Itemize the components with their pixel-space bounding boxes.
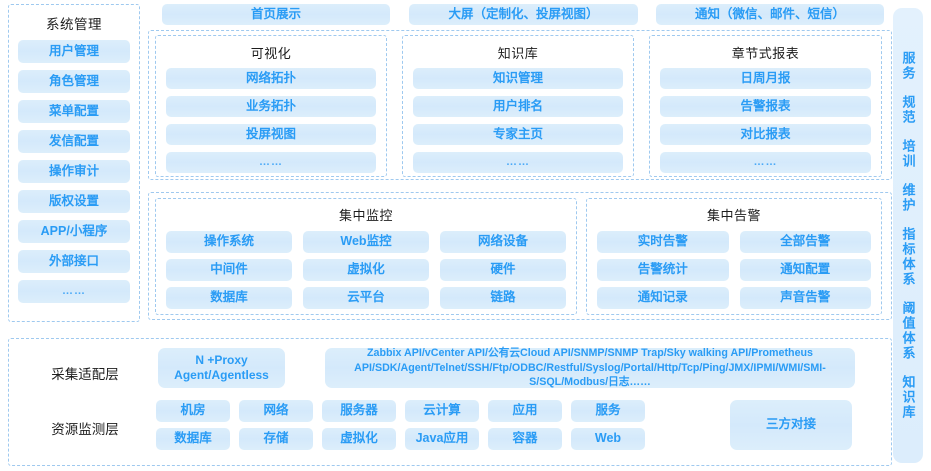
sidebar-item-training[interactable]: 培训: [900, 139, 916, 169]
item-web[interactable]: Web: [571, 428, 645, 450]
item-realtime-alarm[interactable]: 实时告警: [597, 231, 729, 253]
lower-feature-group: 集中监控 操作系统 Web监控 网络设备 中间件 虚拟化 硬件 数据库 云平台 …: [148, 192, 892, 320]
item-service[interactable]: 服务: [571, 400, 645, 422]
visualization-panel: 可视化 网络拓扑 业务拓扑 投屏视图 ……: [155, 35, 387, 177]
item-cloud-platform[interactable]: 云平台: [303, 287, 429, 309]
collection-adaptation-layer-label: 采集适配层: [51, 367, 119, 382]
item-web-monitoring[interactable]: Web监控: [303, 231, 429, 253]
sidebar-item-maintenance[interactable]: 维护: [900, 183, 916, 213]
item-screencast-view[interactable]: 投屏视图: [166, 124, 376, 145]
item-virtualization[interactable]: 虚拟化: [303, 259, 429, 281]
item-business-topology[interactable]: 业务拓扑: [166, 96, 376, 117]
item-container[interactable]: 容器: [488, 428, 562, 450]
item-storage[interactable]: 存储: [239, 428, 313, 450]
item-database[interactable]: 数据库: [166, 287, 292, 309]
resource-row: 机房 网络 服务器 云计算 应用 服务: [156, 400, 716, 422]
centralized-alarm-title: 集中告警: [706, 208, 761, 223]
item-user-ranking[interactable]: 用户排名: [413, 96, 623, 117]
tab-bigscreen[interactable]: 大屏（定制化、投屏视图）: [409, 4, 638, 25]
item-report-more[interactable]: ……: [660, 152, 871, 173]
tab-bigscreen-label: 大屏（定制化、投屏视图）: [409, 4, 638, 25]
item-knowledge-more[interactable]: ……: [413, 152, 623, 173]
visualization-title: 可视化: [250, 46, 292, 61]
system-management-panel: 系统管理 用户管理 角色管理 菜单配置 发信配置 操作审计 版权设置 APP/小…: [8, 4, 140, 322]
sidebar-item-user-management[interactable]: 用户管理: [18, 40, 130, 63]
monitoring-row: 中间件 虚拟化 硬件: [166, 259, 566, 281]
monitoring-row: 数据库 云平台 链路: [166, 287, 566, 309]
item-network[interactable]: 网络: [239, 400, 313, 422]
knowledge-base-panel: 知识库 知识管理 用户排名 专家主页 ……: [402, 35, 634, 177]
resource-row: 数据库 存储 虚拟化 Java应用 容器 Web: [156, 428, 716, 450]
knowledge-base-title: 知识库: [497, 46, 539, 61]
alarm-row: 实时告警 全部告警: [597, 231, 871, 253]
sidebar-item-copyright-setting[interactable]: 版权设置: [18, 190, 130, 213]
resource-monitoring-layer-label: 资源监测层: [51, 422, 119, 437]
item-knowledge-management[interactable]: 知识管理: [413, 68, 623, 89]
item-database-res[interactable]: 数据库: [156, 428, 230, 450]
sidebar-item-service[interactable]: 服务: [900, 51, 916, 81]
item-java-application[interactable]: Java应用: [405, 428, 479, 450]
sidebar-item-menu-config[interactable]: 菜单配置: [18, 100, 130, 123]
third-party-integration-box[interactable]: 三方对接: [730, 400, 852, 450]
sidebar-item-mail-config[interactable]: 发信配置: [18, 130, 130, 153]
centralized-alarm-panel: 集中告警 实时告警 全部告警 告警统计 通知配置 通知记录 声音告警: [586, 198, 882, 315]
item-middleware[interactable]: 中间件: [166, 259, 292, 281]
proxy-agent-line1: N +Proxy: [195, 353, 248, 367]
item-visualization-more[interactable]: ……: [166, 152, 376, 173]
item-network-topology[interactable]: 网络拓扑: [166, 68, 376, 89]
alarm-row: 通知记录 声音告警: [597, 287, 871, 309]
tab-notification[interactable]: 通知（微信、邮件、短信）: [656, 4, 884, 25]
sidebar-item-standard[interactable]: 规范: [900, 95, 916, 125]
tab-home-display-label: 首页展示: [162, 4, 390, 25]
sidebar-item-more[interactable]: ……: [18, 280, 130, 303]
collection-resource-group: [8, 338, 892, 466]
item-data-center[interactable]: 机房: [156, 400, 230, 422]
right-sidebar: 服务 规范 培训 维护 指标体系 阈值体系 知识库: [893, 8, 923, 463]
item-daily-weekly-monthly-report[interactable]: 日周月报: [660, 68, 871, 89]
item-cloud-computing[interactable]: 云计算: [405, 400, 479, 422]
chapter-report-title: 章节式报表: [731, 46, 800, 61]
item-operating-system[interactable]: 操作系统: [166, 231, 292, 253]
item-hardware[interactable]: 硬件: [440, 259, 566, 281]
upper-feature-group: 可视化 网络拓扑 业务拓扑 投屏视图 …… 知识库 知识管理 用户排名 专家主页…: [148, 30, 892, 180]
item-application[interactable]: 应用: [488, 400, 562, 422]
sidebar-item-knowledge-base[interactable]: 知识库: [900, 375, 916, 420]
item-notification-record[interactable]: 通知记录: [597, 287, 729, 309]
sidebar-item-role-management[interactable]: 角色管理: [18, 70, 130, 93]
item-alarm-report[interactable]: 告警报表: [660, 96, 871, 117]
system-management-title: 系统管理: [46, 17, 102, 32]
monitoring-row: 操作系统 Web监控 网络设备: [166, 231, 566, 253]
item-sound-alarm[interactable]: 声音告警: [739, 287, 871, 309]
centralized-monitoring-title: 集中监控: [338, 208, 393, 223]
item-notification-config[interactable]: 通知配置: [739, 259, 871, 281]
item-network-device[interactable]: 网络设备: [440, 231, 566, 253]
sidebar-item-app-miniprogram[interactable]: APP/小程序: [18, 220, 130, 243]
centralized-monitoring-panel: 集中监控 操作系统 Web监控 网络设备 中间件 虚拟化 硬件 数据库 云平台 …: [155, 198, 577, 315]
sidebar-item-threshold-system[interactable]: 阈值体系: [900, 301, 916, 361]
chapter-report-panel: 章节式报表 日周月报 告警报表 对比报表 ……: [649, 35, 882, 177]
proxy-agent-box[interactable]: N +Proxy Agent/Agentless: [158, 348, 285, 388]
sidebar-item-metric-system[interactable]: 指标体系: [900, 227, 916, 287]
item-virtualization-res[interactable]: 虚拟化: [322, 428, 396, 450]
item-alarm-statistics[interactable]: 告警统计: [597, 259, 729, 281]
resource-monitoring-grid: 机房 网络 服务器 云计算 应用 服务 数据库 存储 虚拟化 Java应用 容器…: [156, 400, 716, 456]
proxy-agent-line2: Agent/Agentless: [174, 368, 269, 382]
item-server[interactable]: 服务器: [322, 400, 396, 422]
tab-home-display[interactable]: 首页展示: [162, 4, 390, 25]
alarm-row: 告警统计 通知配置: [597, 259, 871, 281]
item-link[interactable]: 链路: [440, 287, 566, 309]
protocol-api-list-box[interactable]: Zabbix API/vCenter API/公有云Cloud API/SNMP…: [325, 347, 855, 388]
item-expert-homepage[interactable]: 专家主页: [413, 124, 623, 145]
item-comparison-report[interactable]: 对比报表: [660, 124, 871, 145]
tab-notification-label: 通知（微信、邮件、短信）: [656, 4, 884, 25]
sidebar-item-external-api[interactable]: 外部接口: [18, 250, 130, 273]
sidebar-item-operation-audit[interactable]: 操作审计: [18, 160, 130, 183]
item-all-alarm[interactable]: 全部告警: [739, 231, 871, 253]
